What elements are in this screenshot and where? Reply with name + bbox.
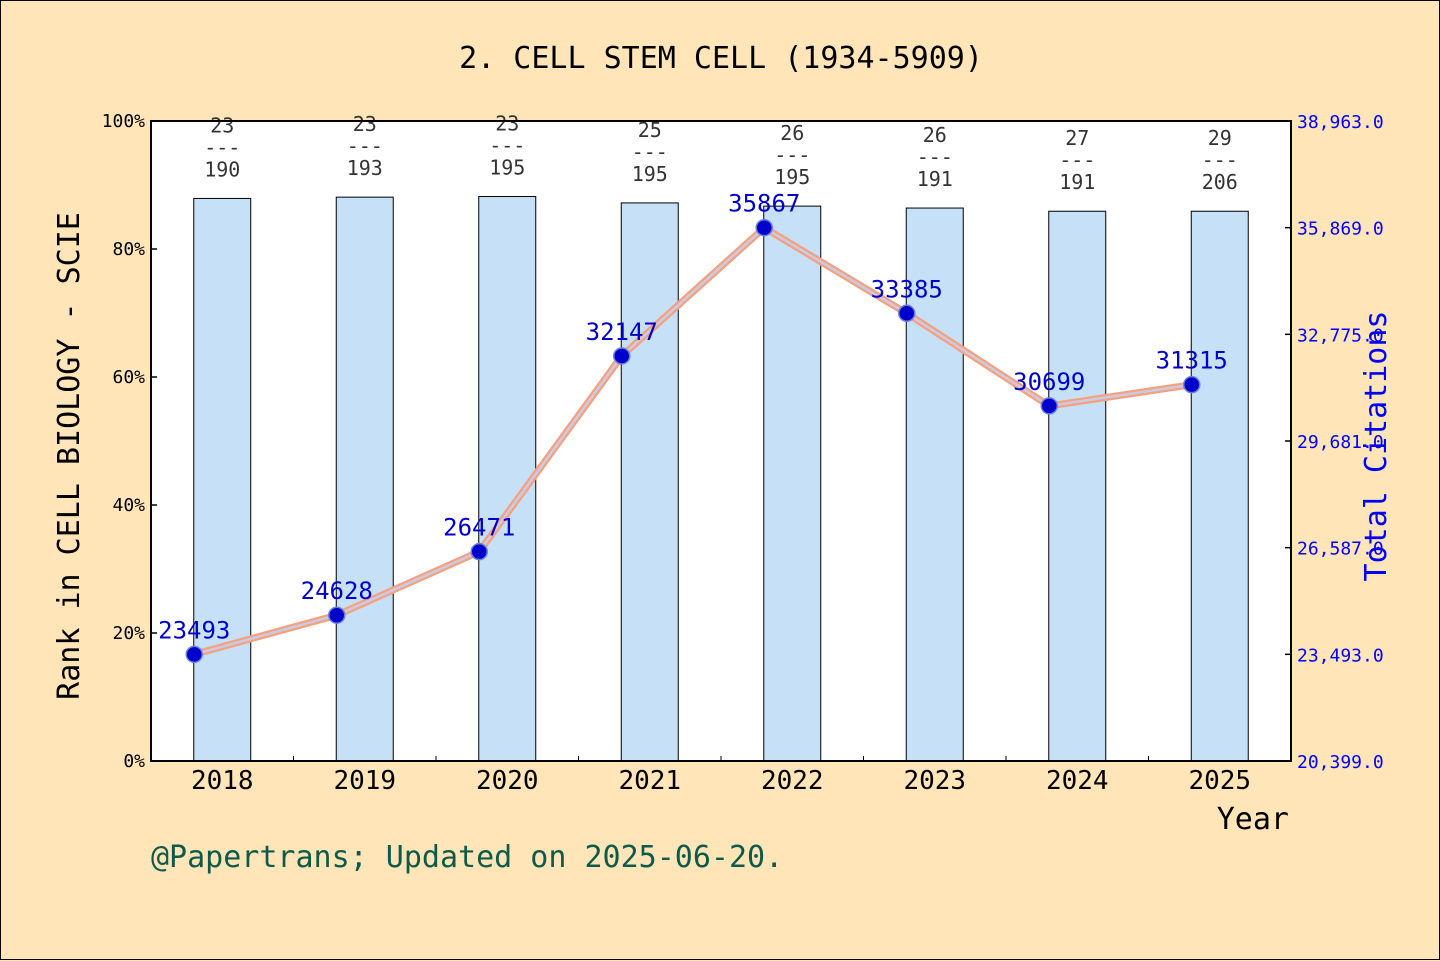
- rank-fraction-bar: ---: [347, 134, 383, 158]
- bar: [335, 196, 394, 762]
- citation-data-label: 23493: [158, 616, 230, 644]
- bar: [620, 202, 679, 762]
- bar: [478, 196, 537, 762]
- rank-label: 23: [210, 113, 234, 137]
- left-tick-label: 0%: [123, 751, 145, 772]
- right-tick-label: 29,681.0: [1297, 432, 1384, 453]
- citation-data-label: 35867: [728, 190, 800, 218]
- rank-label: 26: [923, 123, 947, 147]
- plot-area: [151, 121, 1291, 761]
- rank-fraction-bar: ---: [1059, 148, 1095, 172]
- left-tick-label: 60%: [112, 367, 145, 388]
- rank-total-label: 206: [1202, 170, 1238, 194]
- citation-line: [193, 226, 1193, 656]
- rank-label: 26: [780, 121, 804, 145]
- rank-fraction-bar: ---: [1202, 148, 1238, 172]
- rank-labels: 23---19023---19323---19525---19526---195…: [204, 112, 1238, 195]
- rank-label: 23: [495, 112, 519, 136]
- bar-series: [193, 196, 1249, 762]
- x-axis-label: Year: [1217, 802, 1289, 837]
- citation-point: [185, 645, 203, 664]
- bar: [1048, 210, 1107, 762]
- bar: [905, 207, 964, 762]
- y-axis-label: Rank in CELL BIOLOGY - SCIE: [52, 212, 87, 700]
- left-y-axis: 0% 20% 40% 60% 80% 100%: [102, 111, 157, 772]
- rank-total-label: 195: [632, 162, 668, 186]
- x-tick-label: 2022: [761, 766, 824, 796]
- citation-point: [755, 218, 773, 237]
- rank-total-label: 195: [489, 156, 525, 180]
- citation-data-label: 31315: [1156, 347, 1228, 375]
- rank-fraction-bar: ---: [204, 135, 240, 159]
- right-tick-label: 26,587.0: [1297, 539, 1384, 560]
- rank-fraction-bar: ---: [489, 134, 525, 158]
- right-tick-label: 32,775.0: [1297, 325, 1384, 346]
- right-y-axis: 20,399.0 23,493.0 26,587.0 29,681.0 32,775.0…: [1285, 112, 1384, 773]
- x-tick-label: 2024: [1046, 766, 1109, 796]
- citation-line-series: 23493 24628 26471 32147 35867 33385 30699 31315: [158, 190, 1228, 664]
- citation-point: [1040, 397, 1058, 415]
- rank-total-label: 193: [347, 156, 383, 180]
- y2-axis-label: Total Citations: [1359, 311, 1394, 582]
- rank-fraction-bar: ---: [632, 140, 668, 164]
- rank-total-label: 190: [204, 157, 240, 181]
- bar: [1190, 210, 1249, 762]
- right-tick-label: 38,963.0: [1297, 112, 1384, 133]
- citation-data-label: 33385: [871, 275, 943, 303]
- chart-title: 2. CELL STEM CELL (1934-5909): [459, 41, 983, 76]
- left-tick-label: 20%: [112, 623, 145, 644]
- right-tick-label: 23,493.0: [1297, 645, 1384, 666]
- rank-fraction-bar: ---: [917, 145, 953, 169]
- citation-point: [470, 542, 488, 561]
- x-tick-label: 2020: [476, 766, 539, 796]
- right-tick-label: 35,869.0: [1297, 219, 1384, 240]
- x-tick-label: 2023: [903, 766, 966, 796]
- rank-fraction-bar: ---: [774, 143, 810, 167]
- citation-point: [898, 304, 916, 323]
- left-tick-label: 40%: [112, 495, 145, 516]
- left-tick-label: 80%: [112, 239, 145, 260]
- rank-total-label: 195: [774, 165, 810, 189]
- rank-label: 29: [1208, 126, 1232, 150]
- x-tick-label: 2018: [191, 766, 254, 796]
- citation-data-label: 32147: [586, 318, 658, 346]
- citation-data-label: 24628: [301, 577, 373, 605]
- x-axis: 2018 2019 2020 2021 2022 2023 2024 2025: [191, 756, 1251, 796]
- bar: [763, 205, 822, 762]
- citation-point: [1183, 375, 1201, 394]
- footer-note: @Papertrans; Updated on 2025-06-20.: [151, 840, 783, 875]
- citation-point: [328, 606, 346, 624]
- bar: [193, 197, 252, 762]
- rank-label: 23: [353, 112, 377, 136]
- x-tick-label: 2019: [333, 766, 396, 796]
- citation-point: [613, 347, 631, 365]
- rank-label: 27: [1065, 126, 1089, 150]
- right-tick-label: 20,399.0: [1297, 752, 1384, 773]
- citation-data-label: 26471: [443, 514, 515, 542]
- left-tick-label: 100%: [102, 111, 146, 132]
- rank-total-label: 191: [917, 167, 953, 191]
- citation-data-label: 30699: [1013, 368, 1085, 396]
- x-tick-label: 2021: [618, 766, 681, 796]
- rank-total-label: 191: [1059, 170, 1095, 194]
- x-tick-label: 2025: [1188, 766, 1251, 796]
